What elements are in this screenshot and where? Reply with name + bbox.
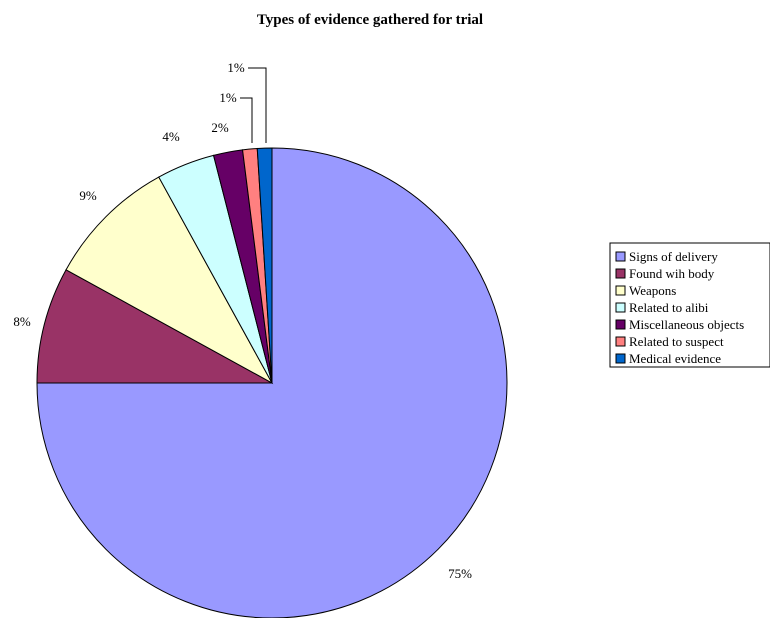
legend-swatch-related-to-alibi [615,302,626,313]
slice-labels: 75% 8% 9% 4% 2% 1% 1% [13,60,472,581]
legend-swatch-miscellaneous-objects [615,319,626,330]
legend: Signs of delivery Found wih body Weapons Re… [609,242,770,368]
slice-label-weapons: 9% [79,188,97,203]
legend-label-weapons: Weapons [629,283,676,298]
legend-label-related-to-suspect: Related to suspect [629,334,724,349]
legend-swatch-found-wih-body [615,268,626,279]
slice-label-related-to-alibi: 4% [162,129,180,144]
legend-label-found-wih-body: Found wih body [629,266,715,281]
leader-lines [240,67,267,143]
slice-label-miscellaneous-objects: 2% [211,120,229,135]
legend-box [609,242,770,368]
legend-label-miscellaneous-objects: Miscellaneous objects [629,317,744,332]
pie-slice-found-wih-body [36,269,273,384]
legend-swatch-related-to-suspect [615,336,626,347]
legend-label-signs-of-delivery: Signs of delivery [629,249,718,264]
legend-swatch-medical-evidence [615,353,626,364]
pie-slice-weapons [65,176,274,385]
legend-swatch-weapons [615,285,626,296]
pie-slice-medical-evidence [256,147,273,384]
chart-title: Types of evidence gathered for trial [257,12,483,28]
legend-label-related-to-alibi: Related to alibi [629,300,709,315]
slice-label-found-wih-body: 8% [13,314,31,329]
slice-label-signs-of-delivery: 75% [448,566,472,581]
legend-label-medical-evidence: Medical evidence [629,351,721,366]
leader-line-medical-evidence [248,67,267,143]
pie-slices [36,147,508,618]
slice-label-medical-evidence: 1% [227,60,245,75]
slice-label-related-to-suspect: 1% [219,90,237,105]
leader-line-related-to-suspect [240,97,253,143]
legend-swatch-signs-of-delivery [615,251,626,262]
